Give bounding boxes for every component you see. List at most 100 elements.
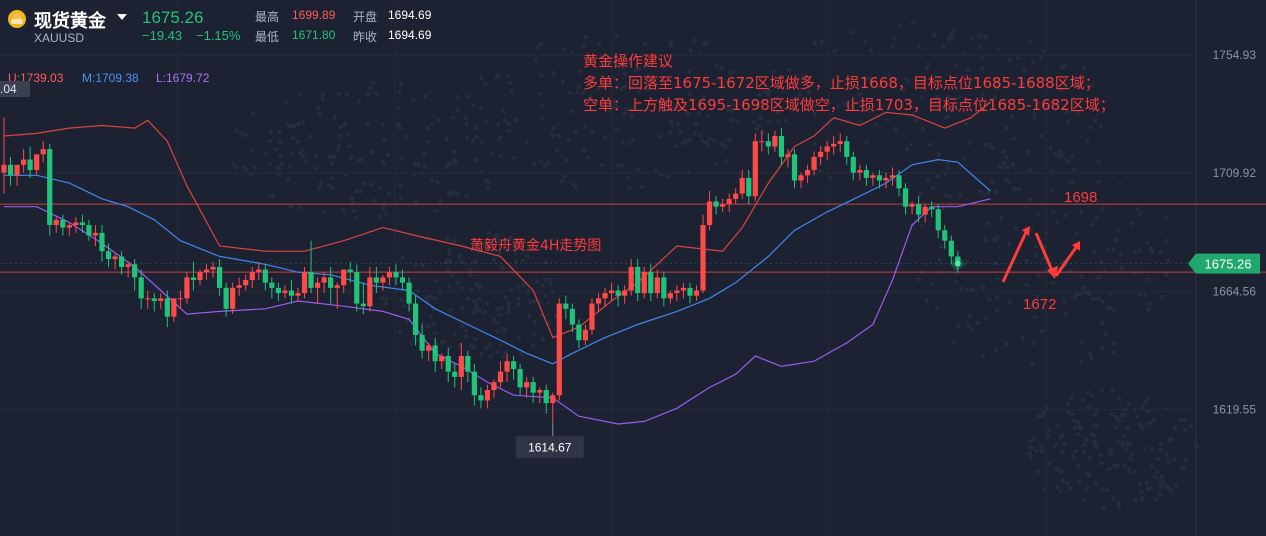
candle: [896, 170, 902, 197]
map-dot: [1055, 485, 1060, 490]
map-dot: [341, 208, 346, 213]
map-dot: [506, 309, 512, 315]
candle-body: [471, 371, 477, 396]
low-label: 最低: [255, 30, 280, 44]
map-dot: [349, 195, 355, 201]
candle-body: [569, 308, 575, 325]
map-dot: [627, 185, 632, 190]
map-dot: [693, 37, 698, 43]
map-dot: [467, 267, 473, 272]
map-dot: [1002, 101, 1008, 107]
candles: [1, 117, 961, 423]
map-dot: [801, 73, 806, 78]
map-dot: [1092, 249, 1097, 254]
map-dot: [437, 198, 443, 203]
map-dot: [1135, 206, 1140, 212]
map-dot: [975, 320, 981, 325]
map-dot: [1030, 362, 1035, 367]
map-dot: [986, 221, 992, 226]
map-dot: [850, 30, 856, 35]
candle: [550, 392, 556, 423]
map-dot: [276, 166, 281, 171]
candle-body: [706, 201, 713, 226]
map-dot: [1082, 450, 1087, 455]
map-dot: [1183, 457, 1188, 462]
map-dot: [445, 258, 451, 263]
map-dot: [1071, 76, 1077, 81]
map-dot: [1099, 345, 1105, 350]
candle-body: [935, 209, 941, 231]
map-dot: [703, 140, 709, 145]
map-dot: [1007, 57, 1012, 63]
map-dot: [548, 276, 553, 282]
candle-body: [373, 277, 379, 283]
map-dot: [1042, 486, 1048, 491]
map-dot: [296, 122, 301, 127]
plan-long: 多单：回落至1675-1672区域做多，止损1668，目标点位1685-1688…: [583, 74, 1100, 92]
candle-body: [733, 193, 739, 199]
map-dot: [478, 351, 484, 357]
last-price-dot: [954, 260, 961, 267]
candle: [288, 280, 295, 304]
map-dot: [637, 89, 642, 94]
candle-body: [399, 277, 406, 283]
candle-body: [504, 361, 510, 372]
map-dot: [1060, 478, 1066, 483]
map-dot: [329, 155, 334, 160]
map-dot: [1118, 251, 1123, 257]
map-dot: [1181, 466, 1187, 472]
map-dot: [525, 254, 530, 259]
map-dot: [1022, 68, 1027, 73]
map-dot: [250, 148, 255, 154]
candle: [458, 342, 464, 390]
map-dot: [336, 91, 342, 96]
map-dot: [1064, 480, 1070, 485]
map-dot: [953, 266, 958, 271]
candle-body: [608, 290, 615, 294]
map-dot: [474, 157, 479, 163]
candle-body: [739, 177, 745, 194]
candle: [804, 164, 811, 184]
chevron-down-icon[interactable]: [117, 14, 127, 20]
map-dot: [465, 296, 470, 301]
map-dot: [372, 198, 377, 203]
map-dot: [472, 298, 477, 304]
map-dot: [531, 332, 536, 337]
map-dot: [1038, 444, 1044, 449]
map-dot: [1069, 412, 1075, 417]
map-dot: [1007, 299, 1013, 305]
candle: [53, 217, 59, 233]
candle: [687, 282, 693, 304]
map-dot: [397, 183, 403, 188]
map-dot: [1050, 168, 1055, 174]
map-dot: [1012, 186, 1017, 192]
map-dot: [1098, 453, 1103, 458]
map-dot: [457, 254, 462, 259]
map-dot: [538, 159, 543, 164]
map-dot: [950, 261, 956, 267]
candle-body: [955, 256, 961, 264]
map-dot: [559, 178, 565, 184]
candle: [66, 222, 72, 236]
map-dot: [531, 299, 537, 304]
candle-body: [778, 135, 785, 157]
map-dot: [397, 125, 402, 130]
candle: [243, 274, 249, 291]
crosshair-price-label: .04: [0, 81, 30, 97]
map-dot: [1002, 161, 1007, 166]
candle: [524, 376, 530, 398]
candle: [765, 133, 771, 155]
map-dot: [1163, 452, 1169, 458]
map-dot: [430, 121, 435, 126]
symbol-name[interactable]: 现货黄金: [34, 11, 106, 32]
map-dot: [412, 161, 418, 166]
map-dot: [494, 76, 499, 81]
map-dot: [990, 145, 995, 151]
map-dot: [1033, 252, 1039, 257]
map-dot: [329, 175, 335, 181]
map-dot: [1093, 422, 1099, 428]
candle: [929, 201, 935, 218]
map-dot: [336, 143, 342, 149]
map-dot: [819, 39, 824, 44]
